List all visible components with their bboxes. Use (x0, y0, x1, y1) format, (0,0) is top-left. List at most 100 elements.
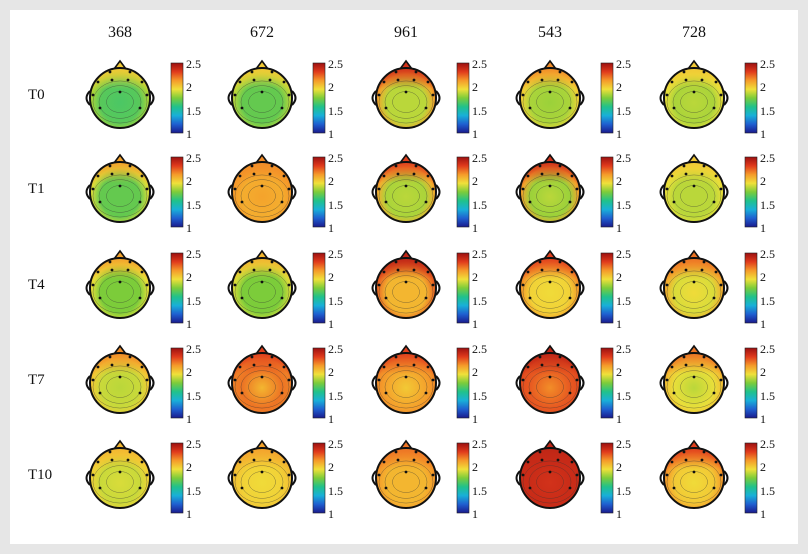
electrode-dot (404, 184, 408, 188)
electrode-dot (719, 187, 723, 191)
topomap-T7-543 (515, 344, 585, 414)
electrode-dot (98, 106, 102, 110)
electrode-dot (238, 460, 242, 464)
electrode-dot (382, 174, 386, 178)
electrode-dot (110, 172, 114, 176)
colorbar-tick-label: 1.5 (760, 103, 775, 118)
nose-mark (687, 153, 701, 164)
electrode-dot (287, 187, 291, 191)
colorbar-gradient (170, 347, 184, 419)
colorbar-gradient (312, 156, 326, 228)
contour-line (522, 270, 578, 314)
electrode-dot (684, 363, 688, 367)
colorbar (456, 442, 470, 514)
electrode-dot (287, 378, 291, 382)
electrode-dot (382, 270, 386, 274)
colorbar-tick-label: 2 (186, 460, 192, 475)
electrode-dot (521, 187, 525, 191)
topomap-T4-368 (85, 249, 155, 319)
ear-mark (435, 375, 441, 391)
electrode-dot (91, 93, 95, 97)
colorbar-tick-label: 2 (472, 460, 478, 475)
electrode-dot (140, 174, 144, 178)
electrode-dot (682, 450, 686, 454)
colorbar (170, 347, 184, 419)
row-label: T10 (28, 467, 53, 483)
electrode-dot (528, 391, 532, 395)
electrode-dot (556, 268, 560, 272)
colorbar-tick-label: 1 (616, 221, 622, 235)
electrode-dot (684, 458, 688, 462)
ear-mark (291, 184, 297, 200)
electrode-dot (526, 365, 530, 369)
topomap-T10-672 (227, 439, 297, 509)
electrode-dot (538, 164, 542, 168)
electrode-dot (526, 460, 530, 464)
nose-mark (113, 344, 127, 355)
figure-panel: 368 672 961 543 728 T0 T1 T4 T7 T10 2.5 2 1.5 1 2.5 2 1.… (10, 10, 798, 544)
electrode-dot (521, 283, 525, 287)
contour-line (384, 275, 428, 309)
ear-mark (291, 90, 297, 106)
electrode-dot (412, 268, 416, 272)
electrode-dot (672, 486, 676, 490)
colorbar-tick-label: 1 (760, 412, 766, 426)
electrode-dot (570, 460, 574, 464)
colorbar-tick-label: 2.5 (760, 247, 775, 261)
colorbar-tick-label: 1 (472, 412, 478, 426)
electrode-dot (240, 486, 244, 490)
head-outline (519, 447, 581, 509)
electrode-dot (424, 106, 428, 110)
electrode-dot (260, 184, 264, 188)
electrode-dot (431, 283, 435, 287)
electrode-dot (682, 355, 686, 359)
colorbar-tick-label: 2 (760, 460, 766, 475)
column-label: 728 (682, 24, 706, 41)
electrode-dot (540, 78, 544, 82)
electrode-dot (556, 363, 560, 367)
electrode-dot (575, 473, 579, 477)
nose-mark (113, 249, 127, 260)
colorbar-gradient (600, 442, 614, 514)
electrode-dot (260, 470, 264, 474)
colorbar-tick-label: 2 (328, 365, 334, 380)
electrode-dot (394, 355, 398, 359)
colorbar (600, 62, 614, 134)
electrode-dot (96, 80, 100, 84)
electrode-dot (665, 187, 669, 191)
electrode-dot (396, 268, 400, 272)
contour-line (92, 270, 148, 314)
electrode-dot (110, 78, 114, 82)
electrode-dot (426, 174, 430, 178)
nose-mark (399, 249, 413, 260)
electrode-dot (665, 473, 669, 477)
electrode-dot (394, 260, 398, 264)
colorbar (600, 442, 614, 514)
electrode-dot (145, 93, 149, 97)
electrode-dot (128, 355, 132, 359)
contour-line (384, 85, 428, 119)
electrode-dot (396, 458, 400, 462)
head-outline (89, 257, 151, 319)
colorbar-tick-label: 2.5 (328, 151, 343, 165)
colorbar-gradient (170, 252, 184, 324)
electrode-dot (270, 450, 274, 454)
ear-mark (659, 280, 665, 296)
electrode-dot (684, 78, 688, 82)
electrode-dot (96, 365, 100, 369)
electrode-dot (138, 200, 142, 204)
electrode-dot (538, 70, 542, 74)
electrode-dot (238, 80, 242, 84)
electrode-dot (270, 164, 274, 168)
electrode-dot (521, 93, 525, 97)
electrode-dot (665, 378, 669, 382)
colorbar-tick-label: 2 (472, 80, 478, 95)
colorbar-tick-label: 2.5 (186, 342, 201, 356)
electrode-dot (384, 106, 388, 110)
contour-line (378, 460, 434, 504)
electrode-dot (424, 486, 428, 490)
nose-mark (255, 249, 269, 260)
electrode-dot (548, 184, 552, 188)
electrode-dot (238, 270, 242, 274)
electrode-dot (233, 473, 237, 477)
